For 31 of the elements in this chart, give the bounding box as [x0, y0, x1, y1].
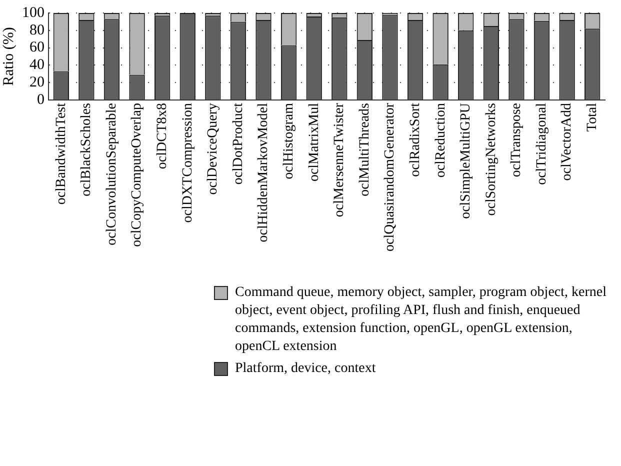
x-tick-label: oclTranspose [509, 103, 524, 178]
x-tick-label: oclTridiagonal [534, 102, 550, 185]
y-tick-label: 20 [30, 74, 44, 91]
x-tick-label: oclBandwidthTest [54, 102, 69, 205]
x-tick-label: oclConvolutionSeparable [104, 103, 120, 246]
legend-label: Platform, device, context [235, 360, 376, 378]
y-axis-title: Ratio (%) [0, 27, 17, 86]
x-tick-label: oclDeviceQuery [206, 103, 221, 195]
x-tick-label: oclBlackScholes [79, 103, 94, 196]
x-tick-label: oclHistogram [281, 102, 296, 180]
x-tick-label: oclSortingNetworks [484, 103, 499, 216]
y-tick-label: 100 [22, 4, 44, 21]
x-tick-label: oclCopyComputeOverlap [130, 103, 145, 247]
y-tick-label: 0 [37, 92, 44, 108]
x-tick-label: oclVectorAdd [560, 103, 575, 181]
x-tick-label: oclQuasirandomGenerator [382, 102, 398, 252]
x-tick-label: oclSimpleMultiGPU [458, 103, 474, 219]
x-tick-label: oclMultiThreads [357, 103, 372, 196]
legend-label: Command queue, memory object, sampler, program object, kernel object, event object, profiling API, flush and finish, enqueued commands, extension function, openGL, openGL extension, openCL extension [235, 284, 608, 356]
y-tick-label: 60 [30, 40, 44, 56]
x-tick-label: Total [585, 102, 600, 132]
y-tick-label: 80 [30, 22, 44, 38]
x-tick-label: oclDotProduct [230, 102, 246, 185]
x-tick-label: oclRadixSort [408, 102, 423, 177]
x-tick-label: oclDXTCompression [180, 103, 196, 223]
x-tick-label: oclReduction [433, 103, 448, 178]
x-tick-label: oclDCT8x8 [155, 103, 170, 170]
y-tick-label: 40 [30, 57, 44, 74]
x-tick-label: oclHiddenMarkovModel [256, 102, 272, 242]
x-tick-label: oclMatrixMul [306, 102, 322, 182]
x-tick-label: oclMersenneTwister [332, 102, 348, 218]
